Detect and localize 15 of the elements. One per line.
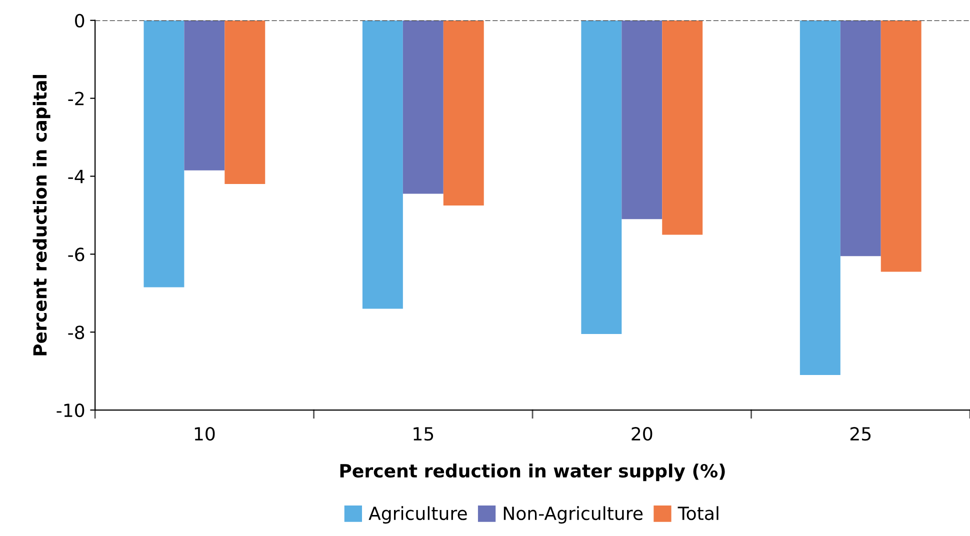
- y-tick-label: -2: [68, 92, 84, 106]
- y-tick-label: -8: [68, 326, 84, 340]
- y-tick-label: 0: [75, 14, 84, 28]
- y-axis-title: Percent reduction in capital: [32, 75, 50, 356]
- y-tick-label: -10: [56, 404, 84, 418]
- legend-label: Total: [678, 506, 718, 520]
- y-tick-label: -6: [68, 248, 84, 262]
- x-tick-label: 25: [850, 427, 871, 441]
- x-tick-label: 10: [194, 427, 215, 441]
- y-tick-label: -4: [68, 170, 84, 184]
- x-axis-title: Percent reduction in water supply (%): [340, 464, 725, 482]
- legend-label: Agriculture: [368, 506, 467, 524]
- legend-label: Non-Agriculture: [504, 506, 643, 524]
- x-tick-label: 15: [414, 427, 434, 441]
- x-tick-label: 20: [632, 427, 652, 441]
